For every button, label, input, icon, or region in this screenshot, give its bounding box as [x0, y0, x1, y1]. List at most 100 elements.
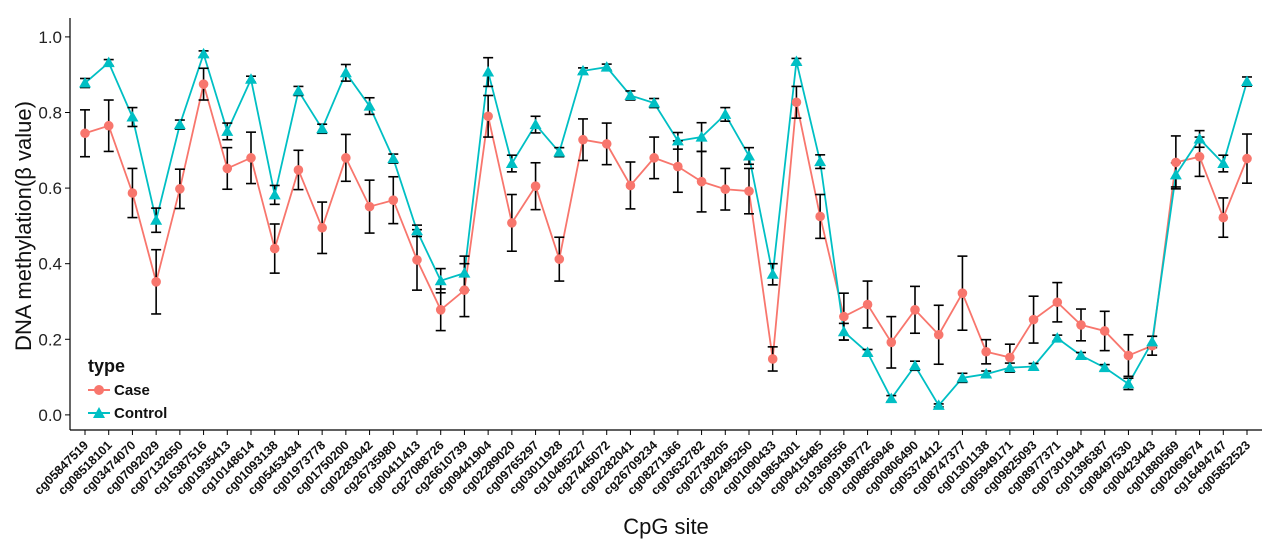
- point-case: [1099, 326, 1110, 336]
- point-control: [909, 359, 921, 371]
- point-case: [80, 128, 90, 139]
- point-case: [554, 254, 565, 264]
- point-case: [981, 346, 991, 357]
- point-case: [720, 184, 731, 195]
- y-tick-label: 0.8: [38, 103, 62, 122]
- point-case: [269, 243, 280, 254]
- point-control: [695, 131, 708, 142]
- point-case: [933, 329, 944, 340]
- point-control: [411, 224, 423, 236]
- point-case: [483, 111, 493, 122]
- point-case: [957, 288, 968, 298]
- point-control: [790, 55, 803, 66]
- point-control: [932, 399, 945, 410]
- point-control: [339, 66, 352, 78]
- point-control: [363, 100, 376, 111]
- point-control: [1217, 157, 1230, 169]
- point-case: [696, 176, 707, 187]
- point-control: [245, 73, 257, 84]
- point-case: [435, 305, 446, 315]
- x-axis: cg05847519cg08518101cg03474070cg07092029…: [32, 429, 1262, 498]
- point-control: [221, 125, 234, 136]
- point-control: [553, 146, 566, 157]
- legend-label-control: Control: [114, 405, 167, 422]
- point-control: [197, 47, 210, 59]
- point-control: [1241, 75, 1253, 87]
- legend: type Case Control: [88, 356, 167, 422]
- point-case: [1052, 297, 1063, 308]
- point-control: [956, 371, 969, 383]
- point-case: [649, 153, 659, 163]
- point-control: [861, 346, 874, 358]
- point-case: [744, 186, 754, 196]
- y-axis-title: DNA methylation(β value): [11, 101, 36, 351]
- point-case: [530, 181, 541, 192]
- point-case: [317, 222, 327, 233]
- point-control: [102, 56, 115, 68]
- point-control: [458, 267, 471, 278]
- point-case: [886, 337, 897, 348]
- point-control: [624, 89, 637, 100]
- point-case: [507, 218, 517, 228]
- legend-label-case: Case: [114, 382, 150, 399]
- point-case: [673, 161, 683, 172]
- point-case: [767, 354, 778, 364]
- y-axis: 0.0 0.2 0.4 0.6 0.8 1.0: [38, 18, 71, 430]
- point-control: [505, 157, 518, 169]
- point-case: [293, 165, 304, 175]
- legend-key-case-marker: [94, 385, 104, 395]
- point-case: [1076, 320, 1086, 330]
- point-control: [1051, 332, 1064, 343]
- point-control: [1003, 361, 1016, 373]
- point-control: [79, 77, 91, 88]
- point-control: [1169, 168, 1182, 180]
- point-control: [1122, 377, 1135, 389]
- point-control: [1098, 361, 1111, 373]
- series-line-control: [84, 50, 1248, 407]
- point-case: [151, 277, 161, 287]
- point-control: [434, 274, 447, 286]
- y-tick-label: 1.0: [38, 28, 62, 47]
- plot-area: [79, 47, 1253, 410]
- point-control: [1146, 335, 1159, 347]
- legend-item-control: Control: [88, 405, 167, 422]
- point-case: [839, 311, 849, 322]
- y-tick-label: 0.4: [38, 255, 62, 274]
- point-case: [862, 299, 873, 310]
- point-case: [341, 153, 351, 163]
- point-case: [388, 195, 399, 205]
- y-tick-label: 0.0: [38, 406, 62, 425]
- point-control: [482, 66, 495, 77]
- point-control: [577, 64, 589, 76]
- legend-key-control-marker: [93, 407, 105, 418]
- point-case: [910, 305, 920, 315]
- point-case: [815, 211, 825, 222]
- point-control: [292, 84, 305, 96]
- point-control: [837, 325, 850, 337]
- point-case: [103, 120, 114, 131]
- point-case: [175, 184, 185, 194]
- point-case: [601, 139, 612, 149]
- point-control: [316, 122, 329, 134]
- legend-item-case: Case: [88, 382, 150, 399]
- point-case: [1123, 350, 1134, 361]
- point-control: [150, 214, 163, 225]
- point-control: [885, 392, 898, 404]
- point-control: [268, 188, 281, 200]
- point-control: [173, 118, 186, 130]
- point-control: [743, 149, 755, 161]
- point-case: [1171, 157, 1181, 168]
- point-case: [459, 285, 470, 295]
- point-control: [600, 61, 613, 72]
- point-case: [1005, 352, 1015, 363]
- point-case: [127, 188, 138, 198]
- point-case: [198, 79, 209, 89]
- point-control: [719, 108, 732, 119]
- point-control: [387, 152, 400, 164]
- legend-title: type: [88, 356, 125, 376]
- point-case: [1242, 153, 1252, 164]
- point-control: [1075, 349, 1087, 361]
- point-case: [791, 97, 802, 108]
- y-tick-label: 0.6: [38, 179, 62, 198]
